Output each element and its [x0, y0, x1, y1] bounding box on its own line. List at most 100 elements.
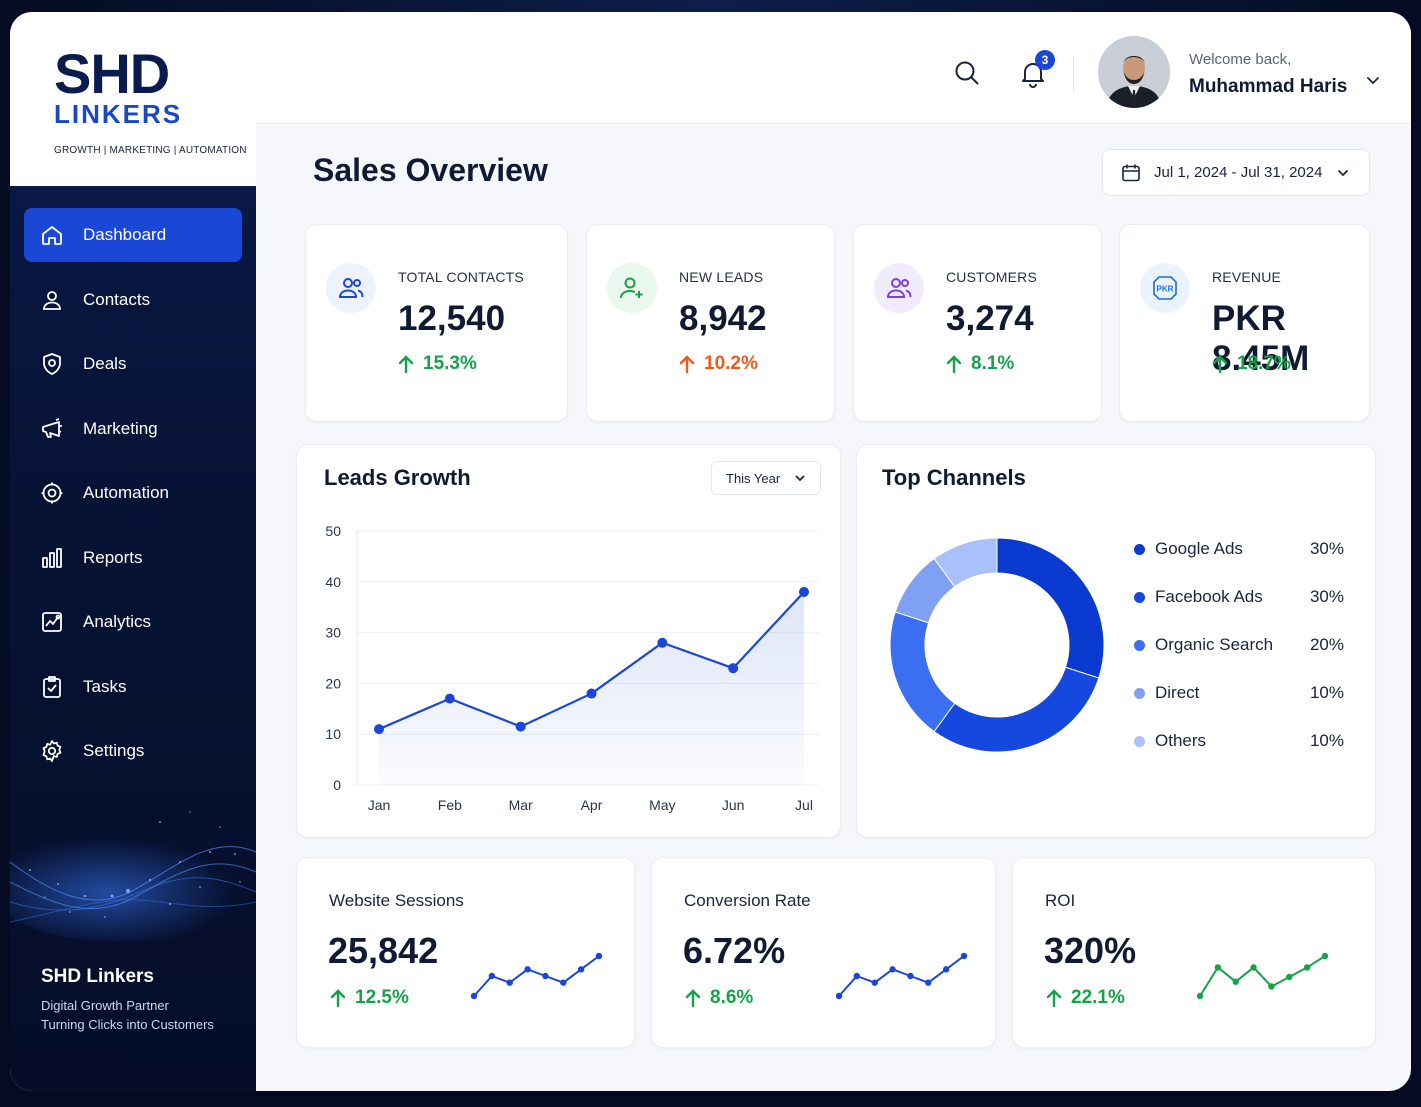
legend-label: Organic Search — [1155, 635, 1274, 654]
analytics-icon — [42, 612, 62, 632]
data-point — [657, 637, 668, 648]
search-icon[interactable] — [952, 58, 982, 88]
logo-main: SHD — [54, 42, 170, 105]
kpi-card-new-leads[interactable]: NEW LEADS 8,942 10.2% — [586, 224, 835, 422]
sparkline-point — [925, 979, 932, 986]
sidebar-item-automation[interactable]: Automation — [24, 466, 242, 520]
footer-line-1: Digital Growth Partner — [41, 998, 169, 1013]
sparkline-point — [871, 979, 878, 986]
stat-change: 8.6% — [685, 987, 753, 1009]
kpi-card-total-contacts[interactable]: TOTAL CONTACTS 12,540 15.3% — [305, 224, 568, 422]
top-channels-card: Top Channels Google Ads 30% Facebook Ads… — [856, 444, 1376, 838]
sparkline-point — [524, 966, 531, 973]
sparkline-point — [1268, 983, 1275, 990]
stat-card-website-sessions[interactable]: Website Sessions 25,842 12.5% — [296, 857, 635, 1048]
stat-label: Conversion Rate — [684, 891, 811, 910]
kpi-value: 12,540 — [398, 299, 506, 338]
settings-icon — [42, 740, 62, 762]
stat-card-roi[interactable]: ROI 320% 22.1% — [1012, 857, 1376, 1048]
sidebar-item-deals[interactable]: Deals — [24, 337, 242, 391]
sidebar-item-analytics[interactable]: Analytics — [24, 595, 242, 649]
legend-value: 30% — [1309, 539, 1344, 558]
kpi-card-revenue[interactable]: PKR REVENUE PKR 8.45M 18.7% — [1119, 224, 1370, 422]
stat-change-value: 12.5% — [355, 987, 409, 1008]
sparkline-point — [1303, 964, 1311, 971]
chevron-down-icon — [1338, 169, 1349, 176]
kpi-change: 15.3% — [398, 353, 477, 375]
sidebar-item-label: Automation — [83, 483, 169, 502]
chevron-down-icon[interactable] — [1365, 72, 1381, 88]
y-tick-label: 30 — [325, 625, 341, 641]
arrow-up-icon — [398, 355, 414, 373]
sidebar-footer: SHD Linkers Digital Growth Partner Turni… — [41, 966, 214, 1034]
legend-dot — [1134, 735, 1145, 747]
sparkline-point — [907, 972, 914, 980]
sidebar-item-contacts[interactable]: Contacts — [24, 273, 242, 327]
kpi-change: 10.2% — [679, 353, 758, 375]
user-plus-icon — [620, 277, 643, 299]
sidebar-item-tasks[interactable]: Tasks — [24, 660, 242, 714]
data-point — [586, 688, 597, 699]
sparkline-point — [1196, 992, 1204, 1000]
data-point — [799, 586, 809, 597]
user-icon — [43, 290, 61, 310]
date-range-picker[interactable]: Jul 1, 2024 - Jul 31, 2024 — [1102, 149, 1370, 196]
sparkline-point — [960, 952, 968, 960]
legend-dot — [1134, 639, 1145, 651]
legend-item: Google Ads 30% — [1134, 539, 1344, 559]
avatar[interactable] — [1098, 36, 1170, 108]
data-point — [515, 721, 526, 732]
sparkline-point — [470, 992, 478, 1000]
kpi-change: 8.1% — [946, 353, 1014, 375]
stat-change-value: 22.1% — [1071, 987, 1125, 1008]
arrow-up-icon — [1046, 989, 1062, 1007]
sparkline-point — [542, 972, 549, 980]
kpi-value: 3,274 — [946, 299, 1034, 338]
legend-dot — [1134, 591, 1145, 603]
sparkline-point — [595, 952, 603, 960]
sparkline-path — [1199, 955, 1326, 997]
x-tick-label: Apr — [581, 797, 603, 813]
sidebar-item-label: Tasks — [83, 676, 127, 696]
sparkline-point — [506, 979, 513, 986]
users-icon — [338, 278, 364, 298]
logo-sub: LINKERS — [54, 99, 183, 129]
footer-title: SHD Linkers — [41, 966, 154, 987]
leads-icon-badge — [607, 263, 657, 313]
logo-tagline: GROWTH | MARKETING | AUTOMATION — [54, 145, 247, 156]
shield-icon — [43, 353, 61, 375]
legend-label: Facebook Ads — [1155, 587, 1263, 606]
sparkline-point — [853, 972, 861, 980]
sidebar-item-label: Settings — [83, 741, 145, 760]
date-range-label: Jul 1, 2024 - Jul 31, 2024 — [1154, 164, 1323, 181]
sidebar-item-reports[interactable]: Reports — [24, 531, 242, 585]
legend-value: 10% — [1309, 731, 1344, 750]
sidebar-item-marketing[interactable]: Marketing — [24, 402, 242, 456]
sparkline-point — [835, 992, 843, 1000]
logo[interactable]: SHD LINKERS GROWTH | MARKETING | AUTOMAT… — [10, 12, 256, 186]
arrow-up-icon — [1212, 355, 1228, 373]
footer-subtitle: Digital Growth Partner Turning Clicks in… — [41, 996, 214, 1034]
y-tick-label: 0 — [333, 777, 341, 793]
currency-pkr-icon: PKR — [1153, 276, 1177, 300]
x-tick-label: Jun — [722, 797, 745, 813]
stat-card-conversion-rate[interactable]: Conversion Rate 6.72% 8.6% — [651, 857, 996, 1048]
stat-value: 25,842 — [328, 930, 439, 971]
contacts-icon-badge — [326, 263, 376, 313]
y-tick-label: 20 — [325, 675, 341, 691]
x-tick-label: Feb — [438, 797, 462, 813]
sidebar-item-dashboard[interactable]: Dashboard — [24, 208, 242, 262]
sidebar: SHD LINKERS GROWTH | MARKETING | AUTOMAT… — [10, 12, 256, 1091]
footer-line-2: Turning Clicks into Customers — [41, 1017, 214, 1032]
period-select[interactable]: This Year — [711, 461, 821, 495]
stat-label: Website Sessions — [329, 891, 464, 910]
stat-change: 22.1% — [1046, 987, 1125, 1009]
sparkline — [1196, 952, 1329, 1000]
kpi-change-value: 18.7% — [1237, 353, 1291, 374]
page-title: Sales Overview — [313, 152, 548, 188]
sidebar-item-settings[interactable]: Settings — [24, 724, 242, 778]
legend-value: 20% — [1309, 635, 1344, 654]
sparkline-point — [1321, 952, 1329, 960]
sidebar-item-label: Reports — [83, 547, 143, 567]
kpi-card-customers[interactable]: CUSTOMERS 3,274 8.1% — [853, 224, 1102, 422]
